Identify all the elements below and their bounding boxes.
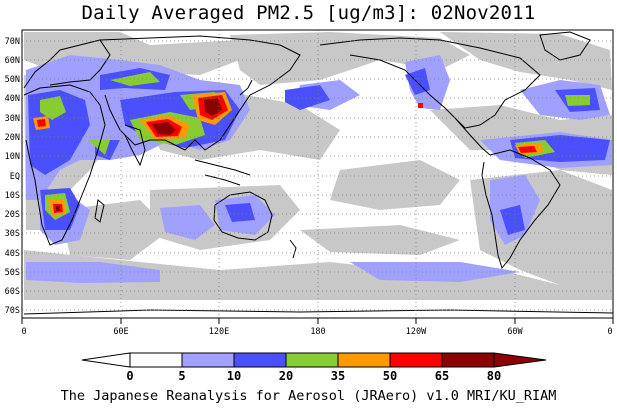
colorbar-tick: 10 xyxy=(227,369,241,383)
colorbar-swatch xyxy=(337,352,391,368)
colorbar-tick: 65 xyxy=(435,369,449,383)
longitude-labels: 0 60E 120E 180 120W 60W 0 xyxy=(21,327,612,337)
lat-label: 10N xyxy=(5,152,20,162)
colorbar-low-arrow xyxy=(81,352,131,368)
lat-label: 70S xyxy=(5,306,20,316)
colorbar-swatch xyxy=(389,352,443,368)
lat-label: 50S xyxy=(5,268,20,278)
lon-label: 120E xyxy=(209,327,229,337)
lon-label: 0 xyxy=(21,327,26,337)
colorbar: 0 5 10 20 35 50 65 80 xyxy=(81,352,547,383)
concentration-field xyxy=(23,31,613,315)
colorbar-tick: 50 xyxy=(383,369,397,383)
axis-ticks xyxy=(21,318,614,324)
lat-label: 30N xyxy=(5,114,20,124)
colorbar-swatch xyxy=(129,352,183,368)
graticule xyxy=(22,30,613,318)
colorbar-tick: 5 xyxy=(178,369,185,383)
latitude-labels: 70N 60N 50N 40N 30N 20N 10N EQ 10S 20S 3… xyxy=(5,37,20,316)
colorbar-swatch xyxy=(441,352,495,368)
lon-label: 60W xyxy=(507,327,523,337)
lat-label: EQ xyxy=(10,172,20,182)
lon-label: 120W xyxy=(406,327,427,337)
lat-label: 40S xyxy=(5,249,20,259)
lat-label: 30S xyxy=(5,229,20,239)
lat-label: 20N xyxy=(5,133,20,143)
lat-label: 10S xyxy=(5,191,20,201)
colorbar-swatch xyxy=(233,352,287,368)
lat-label: 20S xyxy=(5,210,20,220)
map-title: Daily Averaged PM2.5 [ug/m3]: 02Nov2011 xyxy=(81,2,536,24)
lat-label: 50N xyxy=(5,75,20,85)
lat-label: 40N xyxy=(5,94,20,104)
colorbar-tick: 20 xyxy=(279,369,293,383)
colorbar-tick: 0 xyxy=(126,369,133,383)
colorbar-tick: 35 xyxy=(331,369,345,383)
lon-label: 0 xyxy=(607,327,612,337)
colorbar-tick: 80 xyxy=(487,369,501,383)
lon-label: 180 xyxy=(310,327,325,337)
colorbar-swatch xyxy=(181,352,235,368)
footer-credit: The Japanese Reanalysis for Aerosol (JRA… xyxy=(60,388,557,404)
colorbar-high-arrow xyxy=(493,352,547,368)
lat-label: 60N xyxy=(5,56,20,66)
lat-label: 70N xyxy=(5,37,20,47)
lat-label: 60S xyxy=(5,287,20,297)
lon-label: 60E xyxy=(113,327,128,337)
colorbar-swatch xyxy=(285,352,339,368)
